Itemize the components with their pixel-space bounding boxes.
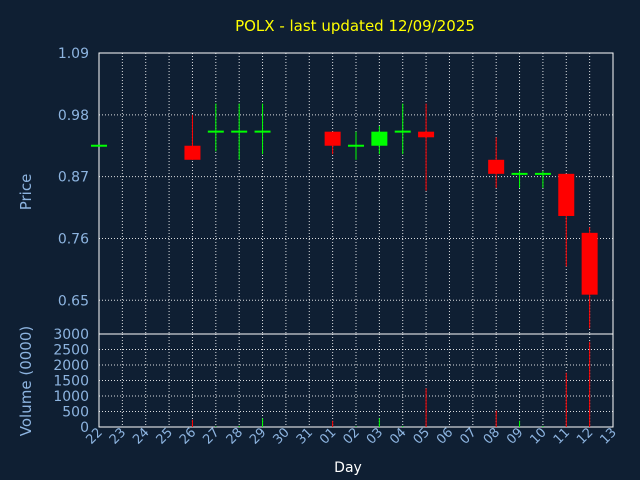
candle-body [581, 232, 598, 295]
volume-tick-label: 500 [62, 405, 89, 421]
x-tick-label: 12 [574, 425, 596, 447]
price-tick-label: 0.76 [58, 231, 89, 247]
candle-body [418, 131, 435, 138]
x-tick-label: 01 [317, 425, 339, 447]
x-tick-label: 11 [551, 425, 573, 447]
volume-tick-label: 2000 [53, 358, 89, 374]
volume-tick-label: 2500 [53, 343, 89, 359]
price-tick-label: 1.09 [58, 46, 89, 62]
x-tick-label: 27 [200, 425, 222, 447]
x-tick-label: 05 [411, 425, 433, 447]
volume-tick-label: 0 [80, 420, 89, 436]
x-tick-label: 13 [598, 425, 620, 447]
volume-tick-label: 3000 [53, 327, 89, 343]
x-tick-label: 23 [107, 425, 129, 447]
volume-axis-label: Volume (0000) [17, 326, 35, 436]
x-tick-label: 03 [364, 425, 386, 447]
candle-body [558, 173, 575, 216]
volume-tick-label: 1000 [53, 389, 89, 405]
candle-body [324, 131, 341, 146]
x-tick-label: 24 [130, 425, 152, 447]
volume-plot-frame [98, 333, 614, 428]
x-tick-label: 30 [270, 425, 292, 447]
x-tick-label: 04 [387, 425, 409, 447]
candle-body [488, 159, 505, 174]
x-tick-label: 26 [177, 425, 199, 447]
chart-title: POLX - last updated 12/09/2025 [235, 17, 475, 35]
x-tick-label: 02 [341, 425, 363, 447]
x-tick-label: 06 [434, 425, 456, 447]
x-tick-label: 10 [527, 425, 549, 447]
volume-tick-label: 1500 [53, 374, 89, 390]
x-tick-label: 25 [154, 425, 176, 447]
x-tick-label: 29 [247, 425, 269, 447]
price-panel: 1.09 0.98 0.87 0.76 0.65 [58, 46, 614, 335]
x-axis: 22 23 24 25 26 27 28 29 30 31 01 02 03 04 05 06 07 08 09 10… [84, 425, 620, 447]
x-tick-label: 08 [481, 425, 503, 447]
candle-body [184, 145, 201, 160]
price-axis-label: Price [17, 174, 35, 211]
x-tick-label: 28 [224, 425, 246, 447]
price-tick-label: 0.87 [58, 170, 89, 186]
x-tick-label: 07 [457, 425, 479, 447]
price-tick-label: 0.65 [58, 293, 89, 309]
x-tick-label: 09 [504, 425, 526, 447]
candle-body [371, 131, 388, 146]
x-tick-label: 31 [294, 425, 316, 447]
price-tick-label: 0.98 [58, 108, 89, 124]
x-axis-label: Day [334, 460, 362, 476]
